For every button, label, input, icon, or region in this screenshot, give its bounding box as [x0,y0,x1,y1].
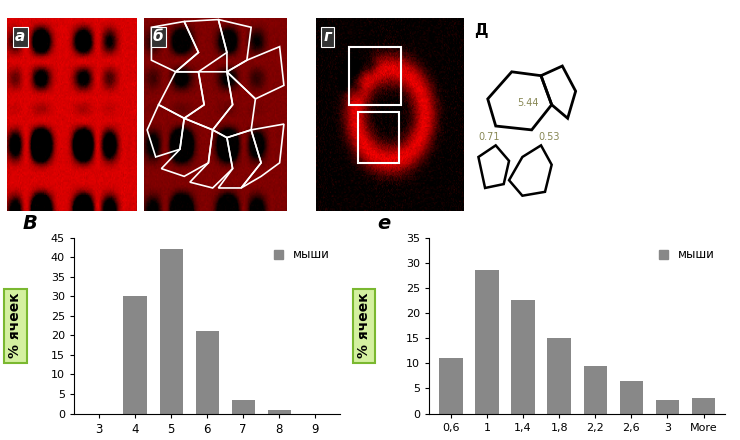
Bar [358,113,400,163]
Legend: мыши: мыши [654,243,719,266]
Bar [124,296,147,414]
Bar [195,331,219,414]
Text: В: В [22,214,37,233]
Bar [475,270,499,414]
Bar [619,381,643,414]
Bar [692,397,716,414]
Bar [439,358,462,414]
Bar [160,249,183,414]
Bar [232,400,255,414]
Text: Д: Д [474,23,488,38]
Text: г: г [323,29,332,44]
Text: 0.53: 0.53 [538,132,559,142]
Legend: мыши: мыши [269,243,334,266]
Bar [267,411,291,414]
Text: % ячеек: % ячеек [8,293,22,359]
Bar [349,47,401,105]
Text: б: б [153,29,164,44]
Text: е: е [377,214,391,233]
Bar [511,301,535,414]
Bar [548,338,571,414]
Text: а: а [15,29,25,44]
Bar [584,366,607,414]
Bar [656,400,679,414]
Text: 0.71: 0.71 [478,132,500,142]
Text: 5.44: 5.44 [517,98,539,108]
Text: % ячеек: % ячеек [357,293,371,359]
